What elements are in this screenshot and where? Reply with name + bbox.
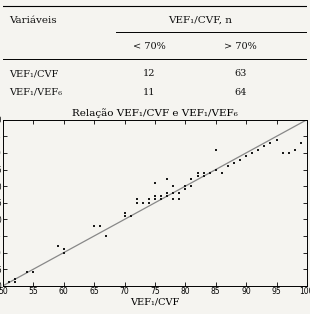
Point	[122, 214, 127, 219]
Point	[244, 154, 249, 159]
X-axis label: VEF₁/CVF: VEF₁/CVF	[130, 298, 180, 306]
Point	[274, 137, 279, 142]
Text: VEF₁/CVF, n: VEF₁/CVF, n	[169, 16, 232, 25]
Point	[171, 190, 176, 195]
Point	[7, 280, 12, 285]
Point	[195, 174, 200, 179]
Point	[159, 193, 164, 198]
Point	[98, 224, 103, 229]
Point	[189, 177, 194, 182]
Text: 63: 63	[234, 69, 246, 78]
Point	[304, 117, 309, 122]
Point	[201, 170, 206, 175]
Point	[140, 200, 145, 205]
Text: > 70%: > 70%	[224, 42, 256, 51]
Point	[146, 200, 151, 205]
Point	[189, 184, 194, 189]
Point	[153, 180, 157, 185]
Point	[55, 243, 60, 248]
Point	[140, 200, 145, 205]
Point	[177, 197, 182, 202]
Point	[232, 160, 237, 165]
Title: Relação VEF₁/CVF e VEF₁/VEF₆: Relação VEF₁/CVF e VEF₁/VEF₆	[72, 108, 238, 117]
Point	[262, 144, 267, 149]
Point	[256, 147, 261, 152]
Point	[207, 170, 212, 175]
Point	[159, 193, 164, 198]
Text: VEF₁/VEF₆: VEF₁/VEF₆	[9, 88, 62, 97]
Point	[183, 187, 188, 192]
Point	[122, 210, 127, 215]
Point	[213, 167, 218, 172]
Point	[128, 214, 133, 219]
Point	[177, 190, 182, 195]
Text: 11: 11	[143, 88, 155, 97]
Text: VEF₁/CVF: VEF₁/CVF	[9, 69, 59, 78]
Point	[13, 277, 18, 282]
Point	[298, 140, 303, 145]
Point	[183, 184, 188, 189]
Point	[171, 184, 176, 189]
Point	[134, 197, 139, 202]
Point	[195, 170, 200, 175]
Text: 12: 12	[143, 69, 155, 78]
Point	[268, 140, 273, 145]
Point	[165, 193, 170, 198]
Point	[92, 224, 97, 229]
Point	[237, 157, 242, 162]
Point	[159, 197, 164, 202]
Point	[153, 193, 157, 198]
Text: 64: 64	[234, 88, 246, 97]
Point	[292, 147, 297, 152]
Text: < 70%: < 70%	[133, 42, 165, 51]
Point	[146, 197, 151, 202]
Point	[13, 280, 18, 285]
Point	[165, 190, 170, 195]
Point	[280, 150, 285, 155]
Point	[213, 147, 218, 152]
Point	[31, 270, 36, 275]
Point	[153, 197, 157, 202]
Point	[171, 197, 176, 202]
Point	[201, 174, 206, 179]
Point	[61, 247, 66, 252]
Point	[225, 164, 230, 169]
Point	[219, 170, 224, 175]
Point	[104, 233, 109, 238]
Point	[61, 250, 66, 255]
Text: Variáveis: Variáveis	[9, 16, 57, 25]
Point	[25, 270, 30, 275]
Point	[286, 150, 291, 155]
Point	[134, 200, 139, 205]
Point	[250, 150, 255, 155]
Point	[165, 177, 170, 182]
